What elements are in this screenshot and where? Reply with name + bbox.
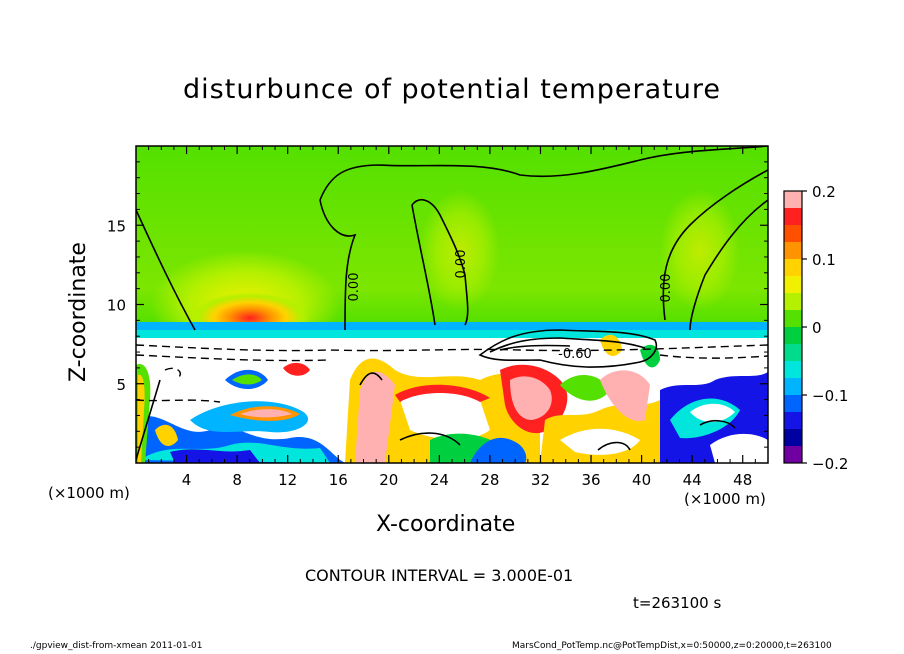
contour-label: 0.00: [454, 250, 469, 279]
contour-label: -0.60: [558, 347, 592, 362]
x-tick-label: 40: [632, 471, 651, 489]
negative-contours: [136, 344, 768, 403]
x-tick-label: 36: [581, 471, 600, 489]
y-tick-label: 15: [107, 217, 126, 235]
x-tick-label: 24: [430, 471, 449, 489]
heatmap-field: [136, 146, 768, 463]
colorbar-swatch: [784, 378, 802, 396]
colorbar-swatch: [784, 412, 802, 430]
colorbar-swatch: [784, 242, 802, 260]
x-tick-label: 8: [232, 471, 242, 489]
x-tick-label: 16: [329, 471, 348, 489]
colorbar-tick-label: −0.1: [812, 387, 848, 405]
contour-label: 0.00: [347, 273, 362, 302]
colorbar-swatch: [784, 293, 802, 311]
colorbar: 0.2 0.1 0 −0.1 −0.2: [783, 183, 848, 473]
x-tick-label: 20: [379, 471, 398, 489]
x-unit-label-right: (×1000 m): [684, 490, 766, 508]
footer-left: ./gpview_dist-from-xmean 2011-01-01: [30, 641, 203, 651]
chart-title: disturbunce of potential temperature: [183, 74, 721, 105]
x-unit-label-left: (×1000 m): [48, 484, 130, 502]
x-tick-label: 32: [531, 471, 550, 489]
x-axis-label: X-coordinate: [376, 512, 516, 537]
colorbar-swatch: [784, 327, 802, 345]
colorbar-tick-label: 0: [812, 319, 822, 337]
y-tick-label: 10: [107, 297, 126, 315]
contour-label: 0.00: [659, 274, 674, 303]
colorbar-swatch: [784, 276, 802, 294]
time-stamp: t=263100 s: [633, 594, 722, 612]
y-axis-label: Z-coordinate: [66, 242, 91, 382]
contour-interval: CONTOUR INTERVAL = 3.000E-01: [305, 566, 574, 585]
contour-labels: 0.00 0.00 0.00 -0.60: [347, 250, 674, 362]
y-axis: 5 10 15: [107, 161, 768, 448]
colorbar-swatch: [784, 446, 802, 464]
contour-lines: [136, 146, 768, 463]
colorbar-tick-label: −0.2: [812, 455, 848, 473]
y-tick-label: 5: [116, 376, 126, 394]
colorbar-tick-label: 0.2: [812, 183, 836, 201]
colorbar-tick-label: 0.1: [812, 251, 836, 269]
colorbar-swatch: [784, 225, 802, 243]
colorbar-swatch: [784, 310, 802, 328]
x-tick-label: 12: [278, 471, 297, 489]
x-axis: 4 8 12 16 20 24 28 32 36 40 44 48: [148, 146, 756, 489]
colorbar-swatch: [784, 191, 802, 209]
colorbar-swatch: [784, 361, 802, 379]
colorbar-swatch: [784, 429, 802, 447]
x-tick-label: 28: [480, 471, 499, 489]
colorbar-swatch: [784, 259, 802, 277]
footer-right: MarsCond_PotTemp.nc@PotTempDist,x=0:5000…: [512, 641, 832, 651]
colorbar-swatch: [784, 395, 802, 413]
x-tick-label: 48: [733, 471, 752, 489]
colorbar-swatch: [784, 344, 802, 362]
colorbar-swatch: [784, 208, 802, 226]
x-tick-label: 44: [683, 471, 702, 489]
x-tick-label: 4: [182, 471, 192, 489]
